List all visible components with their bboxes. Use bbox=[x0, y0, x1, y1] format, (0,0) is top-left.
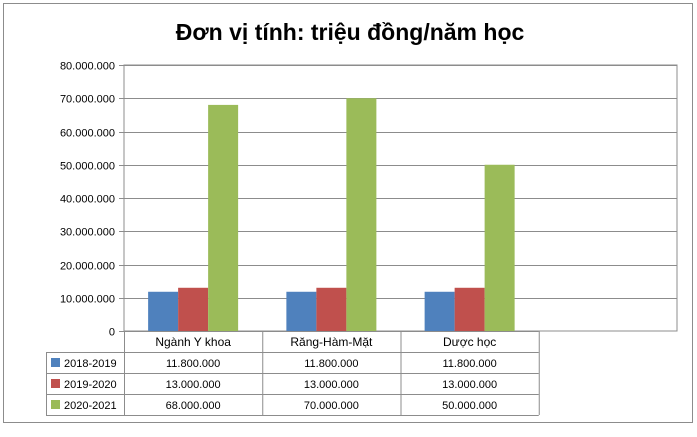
legend-swatch bbox=[51, 400, 60, 409]
legend-label: 2018-2019 bbox=[64, 358, 117, 370]
y-tick-label: 60.000.000 bbox=[60, 128, 115, 140]
y-tick-label: 40.000.000 bbox=[60, 194, 115, 206]
data-table-value: 68.000.000 bbox=[166, 400, 221, 412]
y-tick-label: 20.000.000 bbox=[60, 261, 115, 273]
data-table-value: 11.800.000 bbox=[304, 358, 358, 370]
data-table-value: 11.800.000 bbox=[443, 358, 497, 370]
bar bbox=[208, 104, 239, 332]
bar bbox=[316, 287, 347, 331]
y-tick-label: 50.000.000 bbox=[60, 161, 115, 173]
bar bbox=[424, 291, 455, 331]
bar bbox=[454, 287, 485, 331]
data-table-value: 13.000.000 bbox=[442, 379, 497, 391]
chart-title: Đơn vị tính: triệu đồng/năm học bbox=[175, 19, 525, 45]
bar bbox=[148, 291, 179, 331]
data-table-value: 50.000.000 bbox=[442, 400, 497, 412]
y-tick-label: 10.000.000 bbox=[60, 294, 115, 306]
legend-swatch bbox=[51, 358, 60, 367]
bar bbox=[346, 98, 377, 331]
legend-label: 2019-2020 bbox=[64, 379, 117, 391]
y-tick-label: 0 bbox=[109, 327, 115, 339]
legend-label: 2020-2021 bbox=[64, 400, 117, 412]
legend-swatch bbox=[51, 379, 60, 388]
y-tick-label: 70.000.000 bbox=[60, 94, 115, 106]
bar bbox=[286, 291, 317, 331]
x-category-label: Răng-Hàm-Mặt bbox=[290, 335, 373, 349]
x-category-label: Dược học bbox=[443, 335, 496, 349]
bar bbox=[178, 287, 209, 331]
data-table-value: 70.000.000 bbox=[304, 400, 359, 412]
data-table-value: 11.800.000 bbox=[166, 358, 220, 370]
data-table-value: 13.000.000 bbox=[304, 379, 359, 391]
data-table-value: 13.000.000 bbox=[166, 379, 221, 391]
x-category-label: Ngành Y khoa bbox=[155, 335, 231, 349]
y-tick-label: 30.000.000 bbox=[60, 227, 115, 239]
y-tick-label: 80.000.000 bbox=[60, 61, 115, 73]
bar bbox=[484, 164, 515, 331]
